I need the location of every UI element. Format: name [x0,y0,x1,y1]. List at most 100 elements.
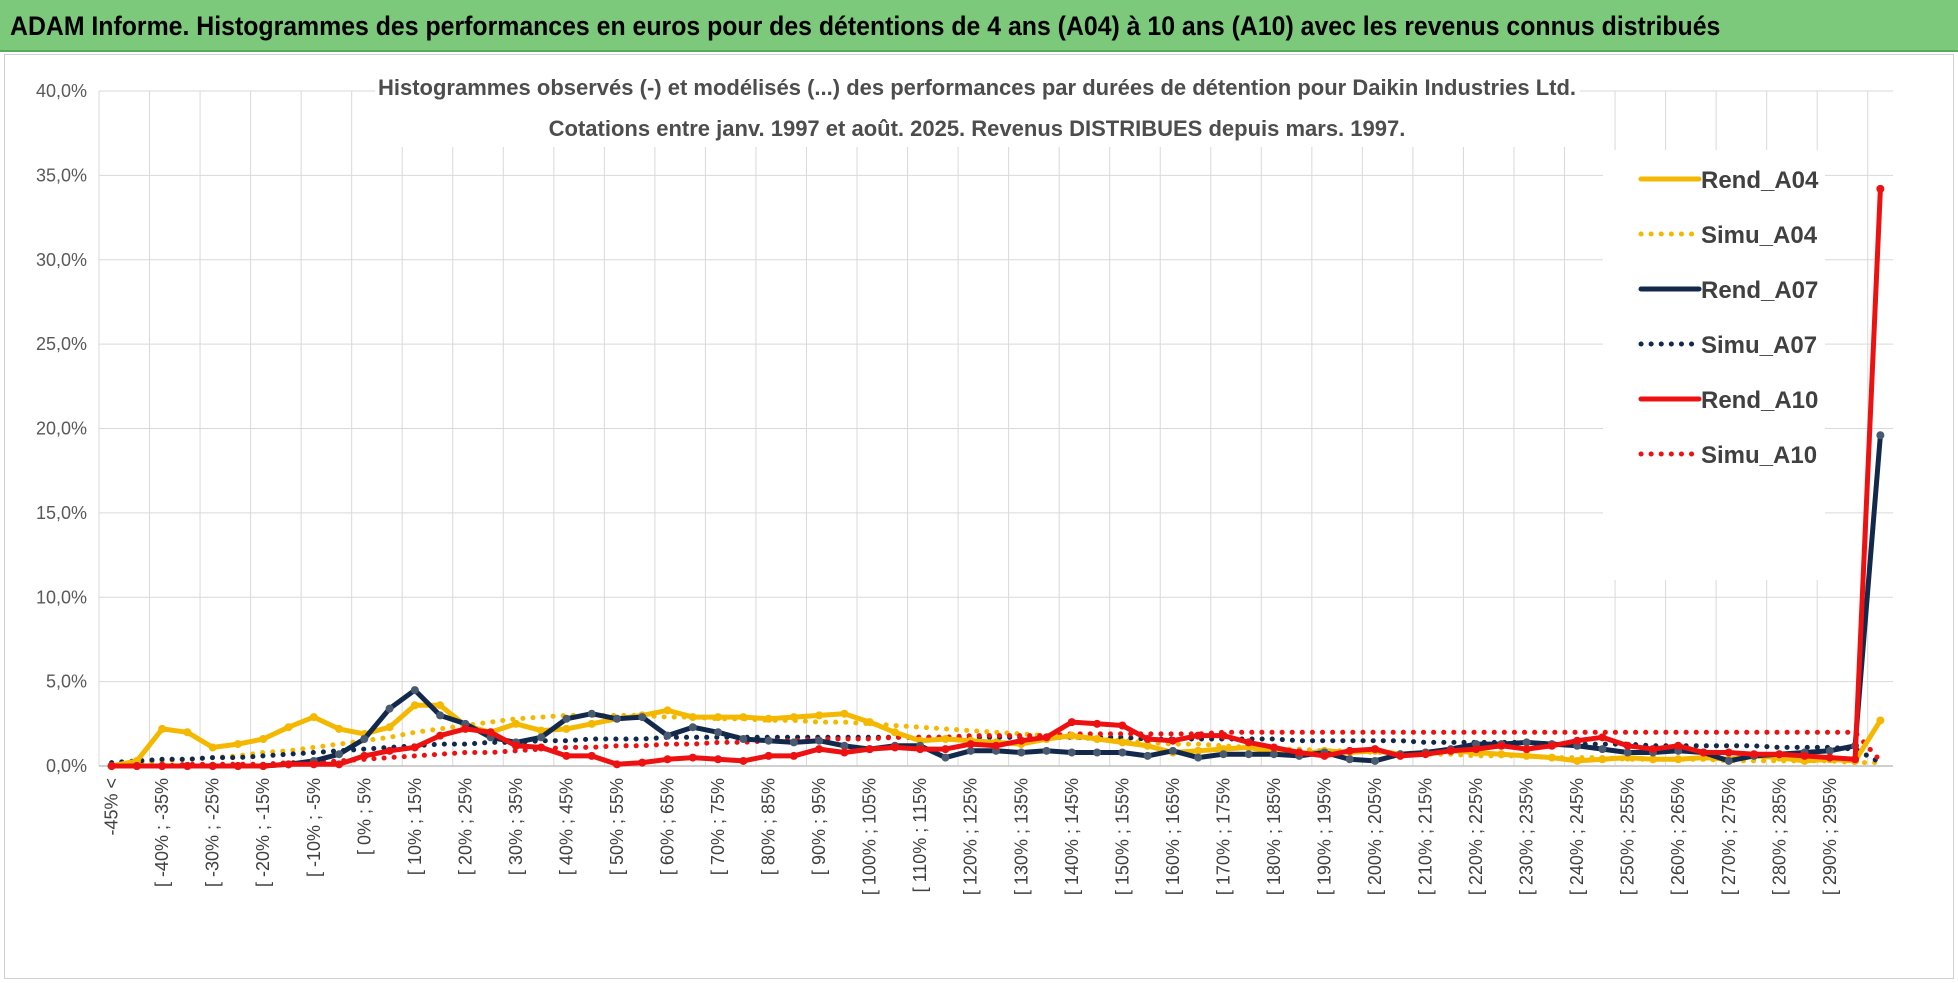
x-tick-label: [ 270% ; 275% [1719,778,1739,895]
data-point-rend-a07 [840,741,849,750]
data-point-rend-a04 [284,723,293,732]
data-point-rend-a10 [764,751,773,760]
x-tick-label: [ 190% ; 195% [1314,778,1334,895]
x-tick-label: [ 290% ; 295% [1820,778,1840,895]
report-banner: ADAM Informe. Histogrammes des performan… [0,0,1958,52]
data-point-rend-a10 [335,760,344,769]
data-point-rend-a10 [562,751,571,760]
data-point-rend-a10 [992,741,1000,750]
data-point-rend-a07 [739,735,748,743]
data-point-rend-a10 [436,731,445,740]
data-point-rend-a10 [1320,751,1329,760]
x-tick-label: [ 30% ; 35% [506,778,526,875]
x-tick-label: [ 40% ; 45% [556,778,576,875]
data-point-rend-a10 [158,762,167,770]
data-point-rend-a10 [537,743,546,752]
data-point-rend-a10 [1724,748,1733,757]
data-point-rend-a10 [1674,741,1683,750]
data-point-rend-a07 [1623,748,1632,757]
data-point-rend-a07 [764,736,773,745]
data-point-rend-a07 [436,711,445,720]
chart-grid [98,90,1893,767]
data-point-rend-a10 [360,751,369,760]
data-point-rend-a04 [1118,738,1127,747]
legend-label-rend-a10: Rend_A10 [1701,387,1818,414]
data-point-rend-a04 [385,723,394,732]
data-point-rend-a07 [1042,746,1051,755]
x-tick-label: [ 160% ; 165% [1163,778,1183,895]
data-point-rend-a10 [1042,733,1051,742]
data-point-rend-a04 [335,724,344,733]
data-point-rend-a10 [865,745,874,754]
data-point-rend-a04 [890,728,899,737]
y-tick-label: 25,0% [36,334,87,354]
x-tick-label: [ 200% ; 205% [1365,778,1385,895]
x-tick-label: [ -30% ; -25% [203,778,223,887]
y-tick-label: 0,0% [46,756,87,776]
legend-label-rend-a04: Rend_A04 [1701,167,1819,194]
data-point-rend-a10 [840,748,849,757]
data-point-rend-a10 [1244,738,1253,747]
data-point-rend-a10 [1017,736,1026,745]
data-point-rend-a04 [537,726,546,735]
x-tick-label: [ -20% ; -15% [253,778,273,887]
x-tick-label: [ -10% ; -5% [304,778,324,877]
x-tick-label: [ 10% ; 15% [405,778,425,875]
series-layer [107,184,1885,770]
data-point-rend-a10 [132,762,141,770]
data-point-rend-a04 [789,713,798,722]
y-tick-label: 30,0% [36,250,87,270]
data-point-rend-a04 [410,701,419,710]
x-axis: -45% < [ -40% ; -35% [ -30% ; -25% [ -20% ;… [102,778,1840,895]
data-point-rend-a04 [840,709,849,718]
data-point-rend-a04 [562,724,571,733]
x-tick-label: -45% < [102,778,122,836]
data-point-rend-a10 [1446,746,1455,755]
data-point-rend-a04 [208,743,217,752]
x-tick-label: [ 100% ; 105% [860,778,880,895]
y-tick-label: 10,0% [36,587,87,607]
data-point-rend-a07 [1269,750,1278,759]
data-point-rend-a07 [663,731,672,740]
data-point-rend-a10 [259,762,268,770]
x-tick-label: [ 180% ; 185% [1264,778,1284,895]
data-point-rend-a10 [385,746,394,755]
data-point-rend-a04 [587,719,596,728]
legend-label-simu-a07: Simu_A07 [1701,332,1817,359]
data-point-rend-a07 [562,714,571,723]
report-title: ADAM Informe. Histogrammes des performan… [10,11,1721,41]
data-point-rend-a04 [233,740,242,749]
x-tick-label: [ 80% ; 85% [759,778,779,875]
data-point-rend-a10 [107,762,116,770]
x-tick-label: [ 260% ; 265% [1668,778,1688,895]
data-point-rend-a04 [436,701,445,710]
data-point-rend-a10 [688,753,697,762]
data-point-rend-a10 [916,745,925,754]
data-point-rend-a07 [1345,755,1354,764]
y-tick-label: 40,0% [36,81,87,101]
data-point-rend-a10 [1396,751,1405,760]
title-background [375,59,1580,147]
x-tick-label: [ 140% ; 145% [1062,778,1082,895]
data-point-rend-a10 [1750,750,1759,759]
data-point-rend-a10 [1598,733,1607,742]
data-point-rend-a10 [815,745,824,754]
data-point-rend-a10 [1067,718,1076,727]
data-point-rend-a10 [739,756,748,765]
x-tick-label: [ 110% ; 115% [910,778,930,892]
data-point-rend-a07 [638,713,647,722]
data-point-rend-a04 [1674,755,1683,764]
data-point-rend-a10 [1219,731,1228,740]
x-tick-label: [ 210% ; 215% [1416,778,1436,895]
data-point-rend-a10 [1699,748,1708,757]
x-tick-label: [ 0% ; 5% [354,778,374,855]
data-point-rend-a10 [1623,741,1632,750]
data-point-rend-a07 [1143,751,1152,760]
data-point-rend-a10 [1573,736,1582,745]
data-point-rend-a10 [1295,748,1304,757]
data-point-rend-a07 [789,738,798,747]
data-point-rend-a07 [360,735,369,743]
data-point-rend-a10 [1093,719,1102,728]
data-point-rend-a07 [966,746,975,755]
data-point-rend-a07 [1093,748,1102,757]
